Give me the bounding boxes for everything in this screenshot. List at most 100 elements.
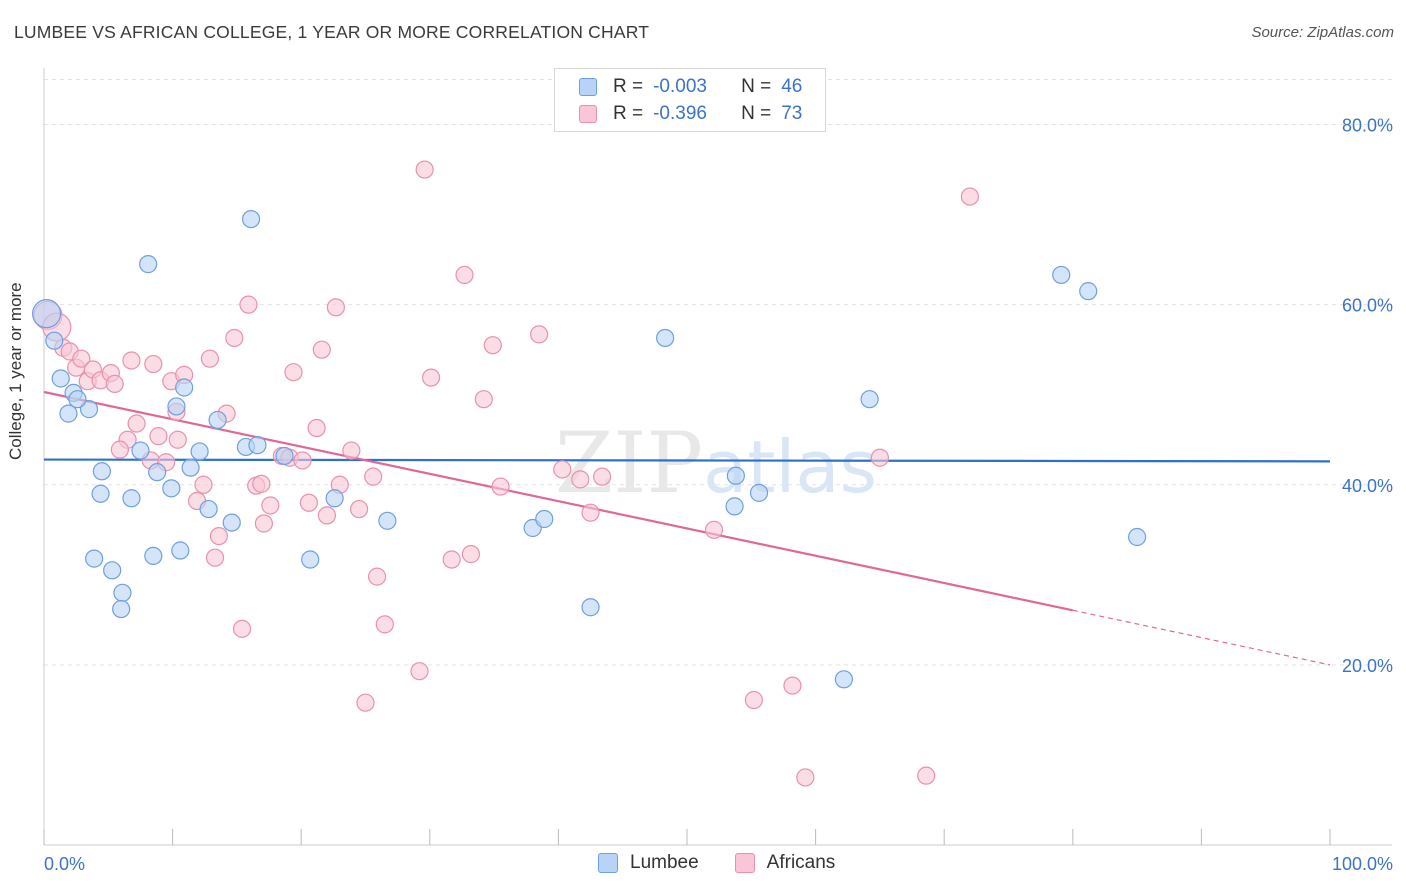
lumbee-point bbox=[378, 511, 397, 530]
africans-point bbox=[317, 506, 337, 525]
africans-point bbox=[225, 328, 244, 348]
y-tick-label: 20.0% bbox=[1342, 656, 1393, 676]
lumbee-point bbox=[581, 598, 600, 617]
legend-n-value: 73 bbox=[781, 103, 803, 124]
lumbee-point bbox=[113, 583, 132, 602]
lumbee-point bbox=[241, 209, 261, 229]
africans-point bbox=[421, 368, 441, 387]
legend-row-africans: R = -0.396 N = 73 bbox=[579, 102, 802, 126]
africans-point bbox=[200, 349, 219, 368]
africans-point bbox=[194, 475, 213, 494]
series-legend: Lumbee Africans bbox=[598, 852, 871, 874]
africans-point bbox=[312, 340, 331, 359]
lumbee-point bbox=[91, 484, 110, 503]
data-points bbox=[31, 160, 1147, 787]
lumbee-point bbox=[79, 400, 99, 419]
africans-point bbox=[483, 336, 502, 355]
lumbee-point bbox=[834, 670, 853, 689]
lumbee-point bbox=[222, 513, 241, 532]
lumbee-point bbox=[535, 509, 554, 529]
legend-r-value: -0.396 bbox=[653, 103, 707, 124]
africans-point bbox=[375, 615, 394, 634]
lumbee-point bbox=[68, 390, 87, 409]
lumbee-point bbox=[167, 397, 186, 416]
africans-point bbox=[299, 493, 319, 512]
africans-point bbox=[110, 440, 129, 459]
africans-point bbox=[293, 451, 312, 470]
lumbee-point bbox=[148, 463, 167, 482]
lumbee-point bbox=[1079, 282, 1098, 301]
africans-point bbox=[209, 526, 228, 546]
africans-point bbox=[917, 766, 936, 785]
africans-point bbox=[168, 430, 187, 449]
lumbee-point bbox=[749, 483, 769, 502]
africans-point bbox=[105, 374, 124, 393]
legend-r-label: R = bbox=[613, 76, 644, 97]
gridlines bbox=[44, 79, 1392, 666]
lumbee-point bbox=[656, 328, 675, 348]
lumbee-point bbox=[59, 404, 78, 423]
legend-n-value: 46 bbox=[781, 76, 803, 97]
y-tick-label: 60.0% bbox=[1342, 296, 1393, 316]
legend-row-lumbee: R = -0.003 N = 46 bbox=[579, 75, 802, 99]
lumbee-point bbox=[103, 561, 122, 580]
africans-point bbox=[571, 470, 590, 489]
africans-point bbox=[122, 351, 141, 370]
africans-swatch bbox=[734, 853, 755, 873]
africans-point bbox=[704, 520, 724, 539]
africans-point bbox=[474, 390, 493, 409]
series-legend-africans[interactable]: Africans bbox=[734, 852, 835, 874]
africans-trend-extension bbox=[1072, 609, 1331, 666]
lumbee-point bbox=[1052, 265, 1071, 285]
africans-point bbox=[239, 295, 258, 314]
series-legend-lumbee[interactable]: Lumbee bbox=[598, 852, 699, 874]
x-tick-label: 0.0% bbox=[44, 854, 85, 874]
africans-point bbox=[261, 496, 280, 515]
lumbee-point bbox=[175, 378, 194, 397]
lumbee-point bbox=[171, 541, 190, 560]
africans-point bbox=[149, 427, 168, 446]
lumbee-point bbox=[31, 299, 62, 329]
africans-point bbox=[796, 768, 815, 787]
legend-r-label: R = bbox=[613, 103, 644, 124]
africans-point bbox=[364, 467, 383, 486]
lumbee-point bbox=[325, 489, 344, 508]
lumbee-point bbox=[139, 255, 158, 274]
axes bbox=[43, 68, 1392, 846]
lumbee-swatch bbox=[598, 853, 618, 873]
africans-point bbox=[415, 160, 434, 179]
africans-point bbox=[72, 349, 91, 368]
africans-point bbox=[461, 545, 481, 564]
africans-point bbox=[593, 467, 612, 486]
lumbee-point bbox=[112, 599, 131, 619]
africans-point bbox=[960, 187, 980, 206]
lumbee-point bbox=[144, 546, 163, 566]
correlation-legend: R = -0.003 N = 46 R = -0.396 N = 73 bbox=[554, 68, 826, 132]
lumbee-point bbox=[181, 458, 200, 477]
africans-point bbox=[342, 441, 361, 460]
africans-point bbox=[232, 619, 252, 638]
africans-point bbox=[205, 548, 225, 567]
africans-point bbox=[442, 550, 461, 569]
africans-point bbox=[252, 474, 271, 493]
lumbee-point bbox=[85, 549, 104, 568]
lumbee-point bbox=[92, 462, 111, 481]
legend-n-label: N = bbox=[741, 76, 772, 97]
lumbee-point bbox=[199, 499, 218, 519]
lumbee-point bbox=[1127, 527, 1147, 547]
lumbee-point bbox=[275, 446, 294, 466]
lumbee-point bbox=[301, 550, 320, 569]
africans-point bbox=[356, 693, 375, 712]
legend-n-label: N = bbox=[741, 103, 772, 124]
lumbee-point bbox=[208, 410, 227, 430]
africans-point bbox=[254, 514, 274, 533]
africans-point bbox=[783, 676, 802, 695]
lumbee-point bbox=[725, 497, 744, 516]
africans-point bbox=[367, 567, 387, 586]
africans-point bbox=[870, 448, 890, 467]
lumbee-point bbox=[248, 436, 267, 455]
africans-point bbox=[553, 460, 572, 479]
africans-point bbox=[491, 477, 510, 496]
y-axis-label: College, 1 year or more bbox=[6, 282, 25, 460]
